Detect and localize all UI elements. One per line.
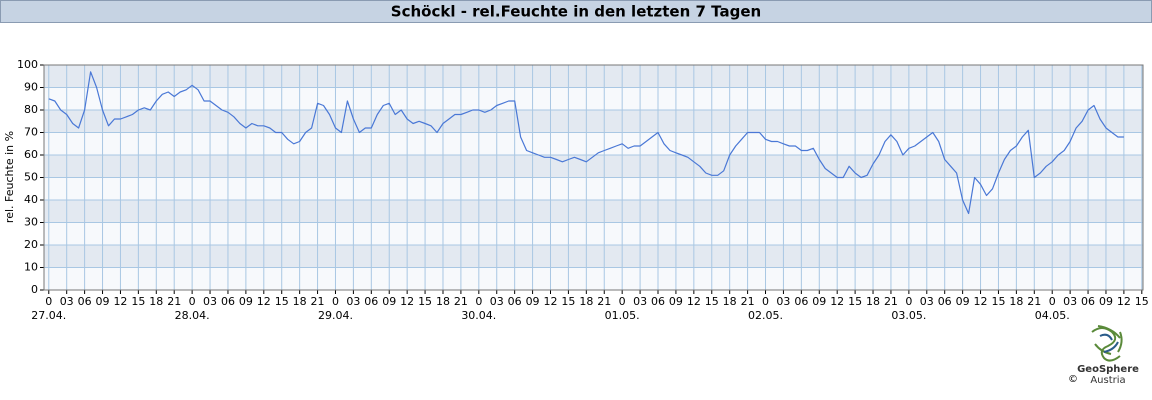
- x-tick-label: 09: [956, 295, 970, 308]
- x-tick-label: 06: [1081, 295, 1095, 308]
- x-tick-label: 18: [579, 295, 593, 308]
- x-tick-label: 03: [1063, 295, 1077, 308]
- x-tick-label: 0: [475, 295, 482, 308]
- y-tick-label: 60: [24, 148, 38, 161]
- y-tick-label: 90: [24, 81, 38, 94]
- x-tick-label: 15: [848, 295, 862, 308]
- x-tick-label: 12: [687, 295, 701, 308]
- x-tick-label: 06: [364, 295, 378, 308]
- x-tick-label: 03: [776, 295, 790, 308]
- y-axis-label: rel. Feuchte in %: [3, 131, 16, 223]
- x-tick-label: 09: [526, 295, 540, 308]
- day-label: 30.04.: [461, 309, 496, 322]
- chart-title: Schöckl - rel.Feuchte in den letzten 7 T…: [391, 3, 761, 21]
- x-tick-label: 15: [418, 295, 432, 308]
- x-tick-label: 21: [1027, 295, 1041, 308]
- x-tick-label: 18: [149, 295, 163, 308]
- y-tick-label: 100: [17, 58, 38, 71]
- x-tick-label: 21: [597, 295, 611, 308]
- x-tick-label: 03: [920, 295, 934, 308]
- x-tick-label: 18: [866, 295, 880, 308]
- x-tick-label: 21: [741, 295, 755, 308]
- grid-band: [44, 65, 1143, 88]
- x-tick-label: 0: [189, 295, 196, 308]
- x-tick-label: 06: [508, 295, 522, 308]
- plot-frame: [43, 64, 1144, 291]
- y-tick-label: 50: [24, 171, 38, 184]
- x-tick-label: 03: [490, 295, 504, 308]
- x-tick-label: 0: [332, 295, 339, 308]
- day-label: 02.05.: [748, 309, 783, 322]
- grid-band: [44, 155, 1143, 178]
- x-tick-label: 12: [113, 295, 127, 308]
- x-tick-label: 06: [78, 295, 92, 308]
- x-tick-label: 12: [257, 295, 271, 308]
- y-tick-label: 30: [24, 216, 38, 229]
- x-tick-label: 15: [705, 295, 719, 308]
- x-tick-label: 0: [762, 295, 769, 308]
- x-tick-label: 15: [1135, 295, 1149, 308]
- x-tick-label: 0: [45, 295, 52, 308]
- y-tick-label: 80: [24, 103, 38, 116]
- y-tick-label: 0: [31, 283, 38, 296]
- x-tick-label: 0: [905, 295, 912, 308]
- x-tick-label: 18: [1009, 295, 1023, 308]
- x-tick-label: 09: [669, 295, 683, 308]
- x-tick-label: 03: [633, 295, 647, 308]
- x-tick-label: 06: [651, 295, 665, 308]
- logo-icon: [1091, 325, 1123, 362]
- day-label: 28.04.: [175, 309, 210, 322]
- x-tick-label: 15: [131, 295, 145, 308]
- y-tick-label: 20: [24, 238, 38, 251]
- logo-icon: [1099, 333, 1119, 353]
- grid-band: [44, 245, 1143, 268]
- x-tick-label: 21: [167, 295, 181, 308]
- x-tick-label: 09: [382, 295, 396, 308]
- x-tick-label: 15: [275, 295, 289, 308]
- x-tick-label: 12: [543, 295, 557, 308]
- logo: GeoSphere Austria ©: [1068, 325, 1139, 386]
- x-tick-label: 12: [400, 295, 414, 308]
- x-tick-label: 09: [96, 295, 110, 308]
- y-tick-label: 10: [24, 261, 38, 274]
- x-tick-label: 0: [1049, 295, 1056, 308]
- x-tick-label: 09: [812, 295, 826, 308]
- day-label: 04.05.: [1035, 309, 1070, 322]
- x-tick-label: 21: [454, 295, 468, 308]
- y-tick-label: 40: [24, 193, 38, 206]
- x-tick-label: 18: [723, 295, 737, 308]
- logo-name: GeoSphere: [1077, 364, 1139, 375]
- grid-band: [44, 200, 1143, 223]
- day-label: 29.04.: [318, 309, 353, 322]
- x-tick-label: 15: [561, 295, 575, 308]
- x-tick-label: 12: [974, 295, 988, 308]
- x-tick-label: 03: [203, 295, 217, 308]
- x-tick-label: 18: [436, 295, 450, 308]
- x-tick-label: 18: [293, 295, 307, 308]
- x-tick-label: 12: [830, 295, 844, 308]
- x-tick-label: 12: [1117, 295, 1131, 308]
- x-tick-label: 09: [1099, 295, 1113, 308]
- x-tick-label: 0: [619, 295, 626, 308]
- copyright: ©: [1068, 374, 1078, 385]
- x-tick-label: 03: [60, 295, 74, 308]
- x-tick-label: 21: [311, 295, 325, 308]
- day-label: 03.05.: [891, 309, 926, 322]
- x-tick-label: 09: [239, 295, 253, 308]
- y-tick-label: 70: [24, 126, 38, 139]
- grid-band: [44, 110, 1143, 133]
- x-tick-label: 06: [221, 295, 235, 308]
- x-tick-label: 06: [794, 295, 808, 308]
- logo-sub: Austria: [1090, 375, 1125, 386]
- x-tick-label: 15: [991, 295, 1005, 308]
- x-tick-label: 06: [938, 295, 952, 308]
- day-label: 01.05.: [605, 309, 640, 322]
- day-label: 27.04.: [31, 309, 66, 322]
- x-tick-label: 21: [884, 295, 898, 308]
- x-tick-label: 03: [346, 295, 360, 308]
- data-line: [48, 71, 1124, 215]
